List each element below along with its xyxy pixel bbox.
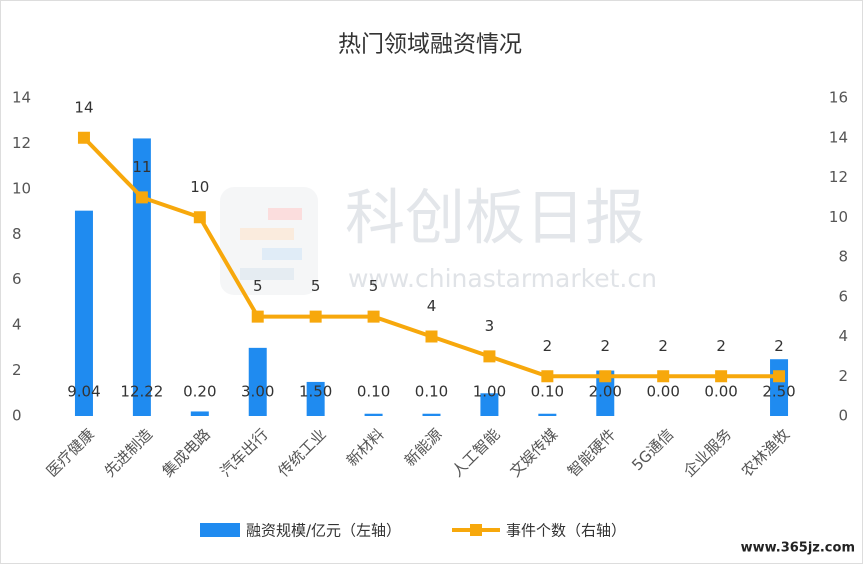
line-marker bbox=[599, 370, 612, 383]
y-tick-label: 6 bbox=[12, 270, 22, 288]
bar-value-label: 3.00 bbox=[241, 383, 274, 401]
line-marker bbox=[425, 330, 438, 343]
bar bbox=[74, 210, 93, 416]
line-value-label: 10 bbox=[190, 178, 209, 196]
bar bbox=[306, 381, 325, 416]
bar bbox=[190, 411, 209, 416]
line-marker bbox=[251, 310, 264, 323]
bar bbox=[248, 347, 267, 416]
line-marker bbox=[773, 370, 786, 383]
line-value-label: 5 bbox=[369, 277, 379, 295]
y2-tick-label: 8 bbox=[838, 248, 848, 266]
line-marker bbox=[367, 310, 380, 323]
line-value-label: 11 bbox=[132, 158, 151, 176]
line-value-label: 2 bbox=[600, 337, 610, 355]
watermark: 科创板日报 bbox=[345, 184, 645, 254]
y2-tick-label: 10 bbox=[829, 208, 848, 226]
line-marker bbox=[77, 131, 90, 144]
chart-title: 热门领域融资情况 bbox=[338, 32, 522, 58]
line-value-label: 2 bbox=[774, 337, 784, 355]
line-value-label: 2 bbox=[543, 337, 553, 355]
line-value-label: 2 bbox=[658, 337, 668, 355]
line-marker bbox=[135, 191, 148, 204]
line-value-label: 5 bbox=[311, 277, 321, 295]
bar bbox=[480, 393, 499, 416]
line-value-label: 2 bbox=[716, 337, 726, 355]
bar-value-label: 0.00 bbox=[646, 383, 679, 401]
y2-tick-label: 0 bbox=[838, 407, 848, 425]
line-marker bbox=[657, 370, 670, 383]
bar-value-label: 1.50 bbox=[299, 383, 332, 401]
bar bbox=[132, 138, 151, 416]
line-marker bbox=[715, 370, 728, 383]
bar-value-label: 12.22 bbox=[120, 383, 163, 401]
line-marker bbox=[309, 310, 322, 323]
y2-tick-label: 16 bbox=[829, 89, 848, 107]
watermark: www.chinastarmarket.cn bbox=[348, 264, 657, 293]
y2-tick-label: 2 bbox=[838, 367, 848, 385]
bar-value-label: 0.20 bbox=[183, 383, 216, 401]
y2-tick-label: 14 bbox=[829, 128, 848, 146]
bar-value-label: 0.00 bbox=[704, 383, 737, 401]
y2-tick-label: 6 bbox=[838, 287, 848, 305]
y-tick-label: 0 bbox=[12, 407, 22, 425]
watermark-logo bbox=[220, 187, 318, 295]
y-tick-label: 4 bbox=[12, 316, 22, 334]
bar bbox=[364, 413, 383, 416]
line-marker bbox=[193, 211, 206, 224]
y-tick-label: 12 bbox=[12, 134, 31, 152]
bar-value-label: 1.00 bbox=[473, 383, 506, 401]
bar bbox=[538, 413, 557, 416]
line-value-label: 14 bbox=[74, 98, 93, 116]
line-marker bbox=[541, 370, 554, 383]
line-value-label: 5 bbox=[253, 277, 263, 295]
line-value-label: 4 bbox=[427, 297, 437, 315]
bar bbox=[422, 413, 441, 416]
legend-swatch bbox=[470, 524, 482, 536]
bar-value-label: 2.50 bbox=[762, 383, 795, 401]
legend-swatch bbox=[200, 523, 240, 537]
y-tick-label: 8 bbox=[12, 225, 22, 243]
y-tick-label: 10 bbox=[12, 179, 31, 197]
line-marker bbox=[483, 350, 496, 363]
bar-value-label: 0.10 bbox=[357, 383, 390, 401]
y2-tick-label: 4 bbox=[838, 327, 848, 345]
legend-label: 融资规模/亿元（左轴） bbox=[246, 522, 401, 540]
watermark: www.365jz.com bbox=[741, 541, 855, 556]
bar-value-label: 2.00 bbox=[589, 383, 622, 401]
bar-value-label: 0.10 bbox=[415, 383, 448, 401]
bar-value-label: 0.10 bbox=[531, 383, 564, 401]
line-value-label: 3 bbox=[485, 317, 495, 335]
y-tick-label: 14 bbox=[12, 89, 31, 107]
y-tick-label: 2 bbox=[12, 361, 22, 379]
legend-label: 事件个数（右轴） bbox=[506, 522, 626, 540]
y2-tick-label: 12 bbox=[829, 168, 848, 186]
bar-value-label: 9.04 bbox=[67, 383, 100, 401]
